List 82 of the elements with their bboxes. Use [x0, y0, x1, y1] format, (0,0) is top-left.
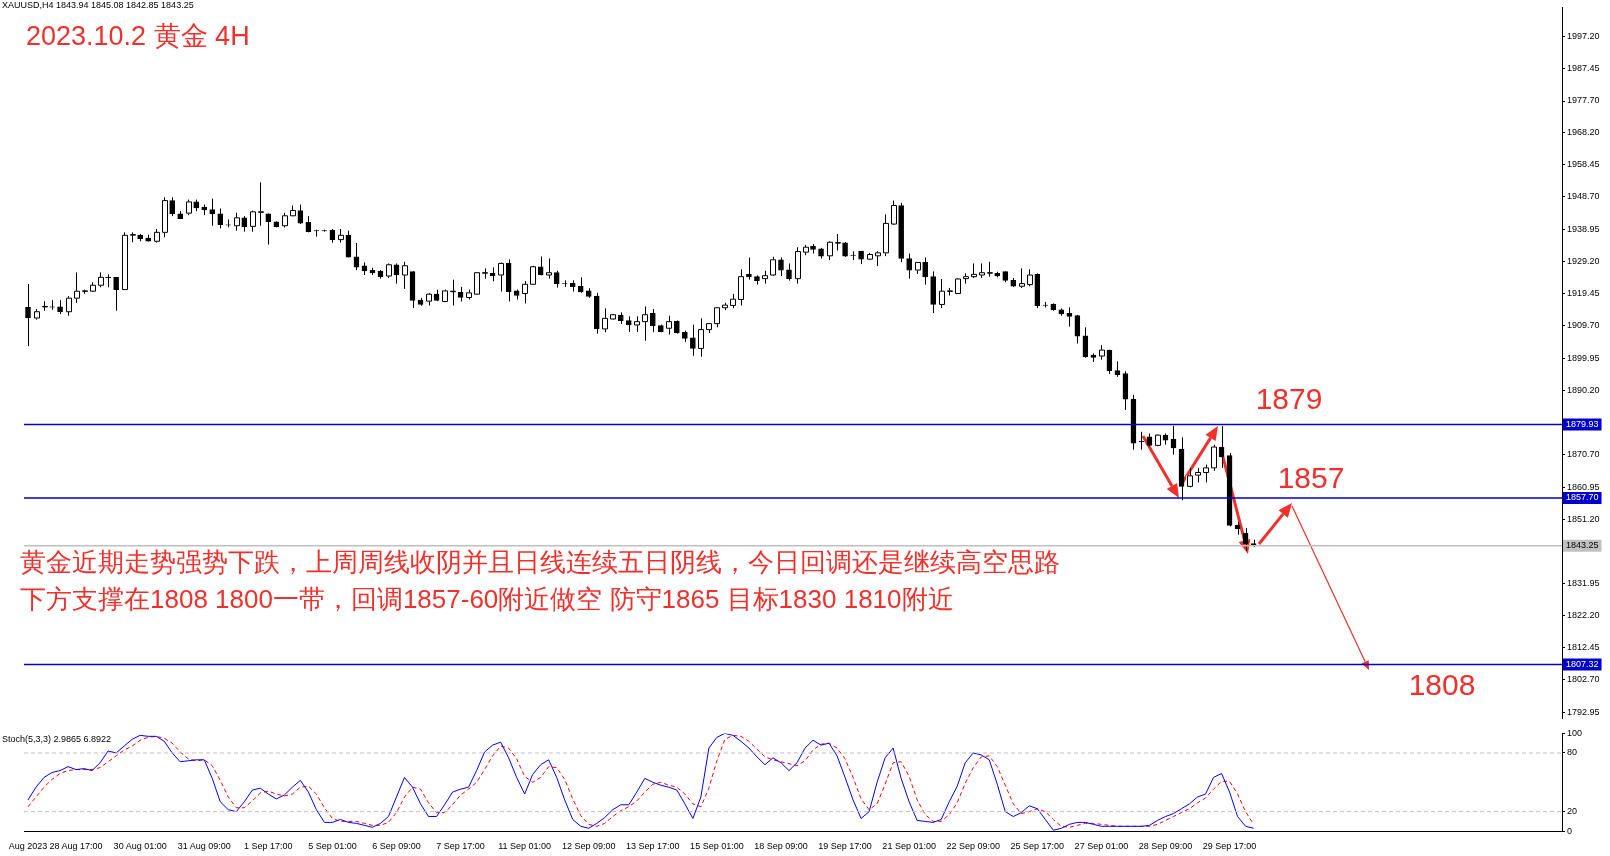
candlestick: [769, 256, 777, 277]
x-tick-label: 28 Sep 09:00: [1138, 841, 1193, 852]
candlestick: [545, 257, 553, 280]
y-tick-label: 1977.70: [1567, 95, 1600, 106]
x-tick-label: 30 Aug 01:00: [113, 841, 167, 852]
ref-line-label: 1857.70: [1566, 492, 1599, 503]
chart-title: Stoch(5,3,3) 2.9865 6.8922: [2, 733, 112, 744]
candlestick: [217, 208, 224, 229]
candlestick: [737, 268, 745, 306]
candlestick: [1066, 306, 1073, 328]
x-tick-label: 21 Sep 01:00: [882, 841, 936, 852]
candlestick: [25, 283, 31, 347]
ref-line-label: 1807.32: [1566, 659, 1599, 670]
x-tick-label: Aug 2023: [8, 841, 48, 852]
x-tick-label: 31 Aug 09:00: [177, 841, 231, 852]
y-tick-label: 1860.95: [1567, 481, 1600, 492]
candlestick: [665, 315, 673, 336]
x-tick-label: 5 Sep 01:00: [308, 841, 357, 852]
y-tick-label: 1997.20: [1567, 30, 1600, 41]
y-tick-label: 1929.20: [1567, 255, 1600, 266]
x-tick-label: 6 Sep 09:00: [372, 841, 421, 852]
candlestick: [690, 324, 696, 357]
candlestick: [1138, 431, 1145, 451]
annotation: 黄金近期走势强势下跌，上周周线收阴并且日线连续五日阴线，今日回调还是继续高空思路: [20, 547, 1060, 578]
y-tick-label: 1802.70: [1567, 674, 1600, 685]
annotation: 1808: [1408, 667, 1476, 701]
y-tick-label: 1870.70: [1567, 449, 1600, 460]
candlestick: [105, 273, 111, 288]
y-tick-label: 1792.95: [1567, 706, 1600, 717]
ref-line-label: 1879.93: [1566, 418, 1599, 429]
y-tick-label: 1919.45: [1567, 288, 1600, 299]
candlestick: [906, 253, 912, 280]
y-tick-label: 1812.45: [1567, 642, 1600, 653]
annotation: 1879: [1255, 381, 1323, 415]
y-tick-label: 1899.95: [1567, 352, 1600, 363]
candlestick: [778, 256, 784, 277]
x-tick-label: 18 Sep 09:00: [754, 841, 808, 852]
y-tick-label: 1968.20: [1567, 126, 1600, 137]
candlestick: [265, 212, 272, 246]
y-tick-label: 1938.95: [1567, 223, 1600, 234]
x-tick-label: 15 Sep 01:00: [690, 841, 744, 852]
candlestick: [922, 256, 928, 286]
candlestick: [113, 276, 119, 312]
y-tick-label: 1987.45: [1567, 63, 1600, 74]
x-tick-label: 29 Sep 17:00: [1202, 841, 1257, 852]
annotation: 下方支撑在1808 1800一带，回调1857-60附近做空 防守1865 目标1830 1810附近: [20, 584, 954, 615]
x-tick-label: 22 Sep 09:00: [946, 841, 1001, 852]
annotation: 1857: [1277, 461, 1345, 495]
y-tick-label: 100: [1567, 727, 1583, 738]
x-tick-label: 27 Sep 01:00: [1074, 841, 1129, 852]
x-tick-label: 28 Aug 17:00: [49, 841, 103, 852]
x-tick-label: 13 Sep 17:00: [626, 841, 680, 852]
y-tick-label: 1831.95: [1567, 577, 1600, 588]
x-tick-label: 11 Sep 01:00: [498, 841, 552, 852]
candlestick: [937, 278, 945, 309]
ref-line-label: 1843.25: [1566, 540, 1599, 551]
y-tick-label: 1909.70: [1567, 320, 1600, 331]
y-tick-label: 1822.20: [1567, 609, 1600, 620]
y-tick-label: 1890.20: [1567, 384, 1600, 395]
y-tick-label: 1948.70: [1567, 191, 1600, 202]
candlestick: [649, 308, 656, 333]
y-tick-label: 1851.20: [1567, 513, 1600, 524]
text: 2023.10.2 黄金 4H: [26, 21, 250, 52]
y-tick-label: 0: [1567, 825, 1573, 836]
candlestick: [825, 240, 833, 261]
candlestick: [1186, 467, 1193, 488]
x-tick-label: 25 Sep 17:00: [1010, 841, 1065, 852]
candlestick: [209, 198, 216, 227]
x-tick-label: 12 Sep 09:00: [561, 841, 616, 852]
candlestick: [248, 210, 256, 233]
candlestick: [169, 196, 176, 217]
candlestick: [72, 271, 80, 304]
y-tick-label: 80: [1567, 747, 1578, 758]
y-tick-label: 20: [1567, 806, 1578, 817]
candlestick: [697, 317, 705, 358]
candlestick: [401, 261, 408, 290]
candlestick: [64, 295, 72, 317]
chart-subtitle: XAUUSD,H4 1843.94 1845.08 1842.85 1843.25: [2, 0, 194, 11]
x-tick-label: 1 Sep 17:00: [244, 841, 293, 852]
x-tick-label: 7 Sep 17:00: [436, 841, 485, 852]
y-tick-label: 1958.45: [1567, 159, 1600, 170]
x-tick-label: 19 Sep 17:00: [818, 841, 872, 852]
